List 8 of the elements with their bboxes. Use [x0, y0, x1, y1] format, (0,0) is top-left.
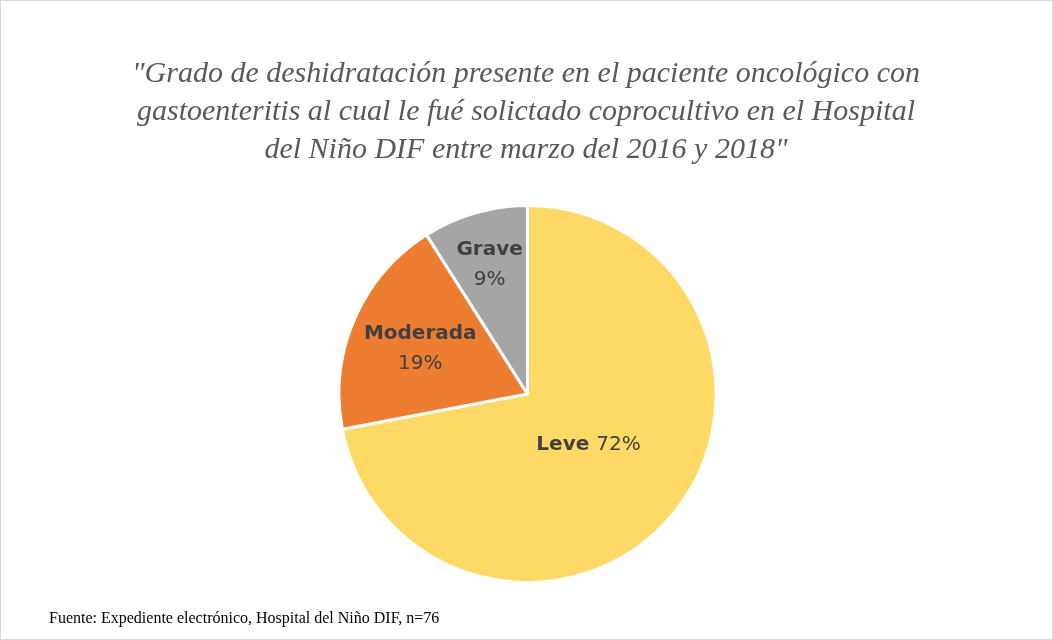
slice-label: Grave	[456, 235, 523, 260]
chart-title: "Grado de deshidratación presente en el paciente oncológico con gastoenteritis al cual le fué solictado coprocultivo en el Hospital del Niño DIF entre marzo del 2016 y 2018"	[131, 54, 921, 167]
slice-label: Leve	[536, 430, 590, 455]
data-label: 19%	[398, 349, 443, 374]
data-label: 9%	[473, 265, 506, 290]
slice-label: Moderada	[363, 319, 477, 344]
source-note: Fuente: Expediente electrónico, Hospital del Niño DIF, n=76	[49, 609, 440, 627]
data-label: 72%	[596, 430, 641, 455]
